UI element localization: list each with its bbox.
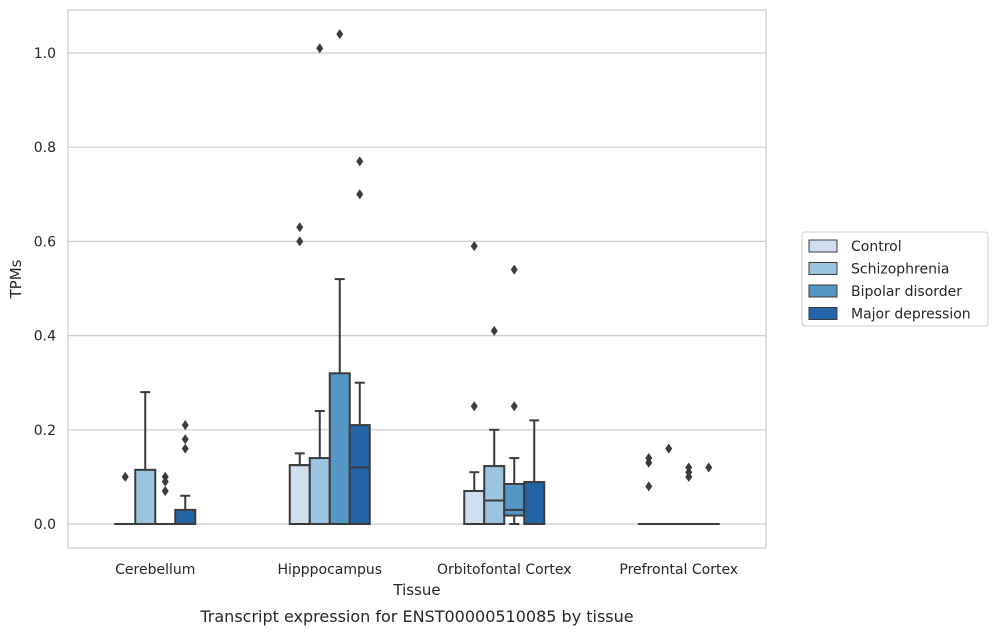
legend-label: Major depression (851, 307, 971, 323)
box-major-depression (523, 419, 546, 525)
outlier-point (316, 43, 324, 54)
outlier-point (356, 156, 364, 167)
y-tick-labels: 0.0 0.2 0.4 0.6 0.8 1.0 (34, 46, 56, 533)
legend-swatch (808, 262, 838, 275)
box-schizophrenia (483, 325, 506, 525)
box-iqr (288, 464, 311, 525)
outlier-point (181, 434, 189, 445)
box-major-depression (174, 420, 197, 525)
box-bipolar-disorder (677, 462, 700, 526)
outlier-point (296, 236, 304, 247)
legend-swatch (808, 284, 838, 298)
outlier-point (510, 264, 518, 275)
legend-swatch (808, 239, 838, 253)
x-tick-label: Prefrontal Cortex (619, 562, 738, 578)
boxes (114, 29, 720, 526)
outlier-point (161, 486, 169, 497)
outlier-point (705, 462, 713, 473)
x-tick-label: Orbitofontal Cortex (437, 562, 572, 578)
outlier-point (685, 462, 693, 473)
box-iqr (523, 481, 546, 525)
box-iqr (134, 468, 157, 525)
plot-area (67, 9, 767, 549)
outlier-point (645, 481, 653, 492)
chart-caption: Transcript expression for ENST0000051008… (199, 607, 633, 626)
box-major-depression (697, 462, 720, 526)
legend-label: Bipolar disorder (851, 284, 962, 300)
box-schizophrenia (134, 391, 157, 525)
box-iqr (174, 508, 197, 525)
y-axis-label: TPMs (7, 259, 25, 299)
outlier-point (665, 443, 673, 454)
box-iqr (308, 457, 331, 525)
legend-swatch (808, 307, 838, 320)
outlier-point (121, 471, 129, 482)
box-bipolar-disorder (154, 471, 177, 526)
outlier-point (161, 471, 169, 482)
x-tick-labels: Cerebellum Hipppocampus Orbitofontal Corte… (115, 562, 738, 578)
outlier-point (181, 420, 189, 431)
outlier-point (470, 241, 478, 252)
x-tick-label: Hipppocampus (277, 562, 382, 578)
outlier-point (181, 443, 189, 454)
box-iqr (348, 424, 371, 525)
y-tick-label: 0.6 (34, 234, 56, 250)
outlier-point (296, 222, 304, 233)
y-tick-label: 0.8 (34, 140, 56, 156)
box-major-depression (348, 156, 371, 525)
box-schizophrenia (308, 43, 331, 525)
y-tick-label: 0.2 (34, 423, 56, 439)
outlier-point (336, 29, 344, 40)
outlier-point (490, 325, 498, 336)
box-iqr (463, 490, 486, 525)
y-tick-label: 0.0 (34, 517, 56, 533)
box-iqr (328, 372, 351, 525)
legend-label: Control (851, 239, 902, 255)
outlier-point (470, 401, 478, 412)
outlier-point (645, 453, 653, 464)
x-tick-label: Cerebellum (115, 562, 195, 578)
x-axis-label: Tissue (392, 581, 440, 599)
y-tick-label: 0.4 (34, 329, 56, 345)
legend-frame (801, 231, 989, 327)
legend: Control Schizophrenia Bipolar disorder Majo… (801, 231, 989, 327)
box-iqr (483, 465, 506, 525)
legend-label: Schizophrenia (851, 262, 949, 278)
y-tick-label: 1.0 (34, 46, 56, 62)
outlier-point (510, 401, 518, 412)
outlier-point (356, 189, 364, 200)
